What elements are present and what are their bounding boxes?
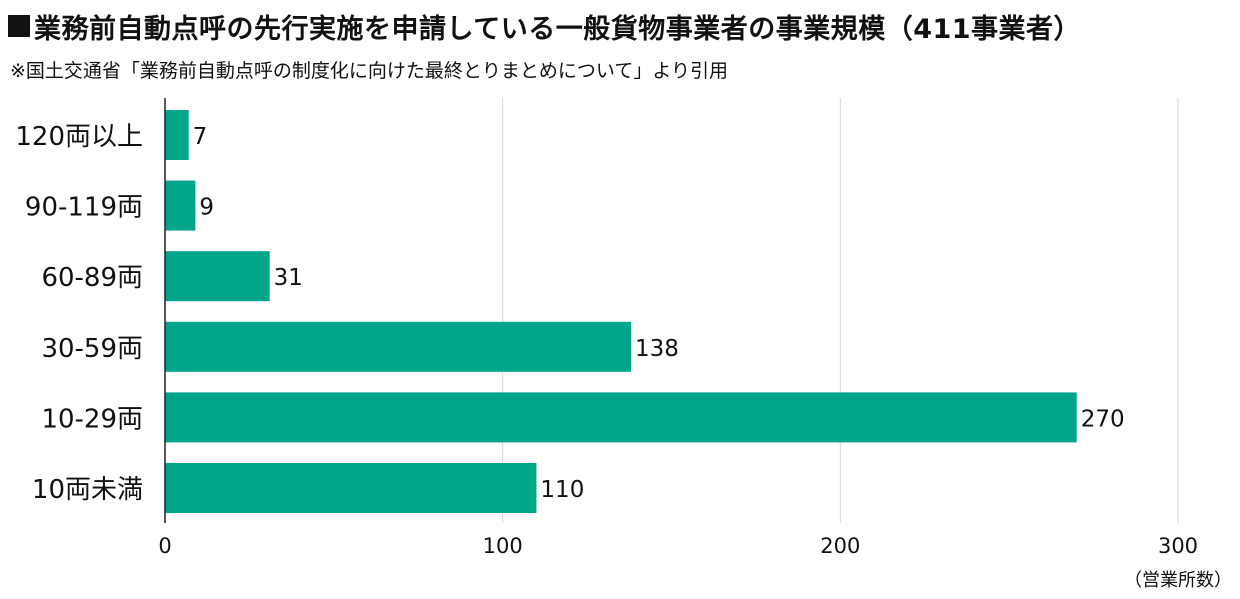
category-label: 120両以上 [15, 122, 143, 152]
title-square-icon [8, 15, 30, 37]
x-tick-label: 300 [1158, 534, 1198, 558]
chart-title: 業務前自動点呼の先行実施を申請している一般貨物事業者の事業規模（411事業者） [34, 13, 1082, 45]
bar [165, 463, 537, 513]
category-label: 30-59両 [41, 334, 143, 364]
x-tick-label: 200 [820, 534, 860, 558]
value-label: 110 [540, 477, 584, 503]
category-label: 90-119両 [25, 193, 143, 223]
value-label: 138 [635, 336, 679, 362]
value-label: 270 [1081, 406, 1125, 432]
bar [165, 321, 631, 372]
x-tick-label: 0 [158, 534, 171, 558]
value-label: 9 [199, 195, 214, 221]
chart-title-row: 業務前自動点呼の先行実施を申請している一般貨物事業者の事業規模（411事業者） [8, 6, 1081, 46]
chart-subtitle: ※国土交通省「業務前自動点呼の制度化に向けた最終とりまとめについて」より引用 [10, 60, 728, 82]
x-axis-unit-label: （営業所数） [1124, 570, 1232, 591]
category-label: 10両未満 [32, 475, 143, 505]
bar [165, 180, 196, 231]
bar [165, 251, 270, 302]
category-label: 10-29両 [41, 404, 143, 434]
bar [165, 392, 1077, 443]
value-label: 7 [193, 124, 208, 150]
category-label: 60-89両 [41, 263, 143, 293]
bar [165, 110, 189, 160]
value-label: 31 [274, 265, 303, 291]
x-tick-label: 100 [483, 534, 523, 558]
